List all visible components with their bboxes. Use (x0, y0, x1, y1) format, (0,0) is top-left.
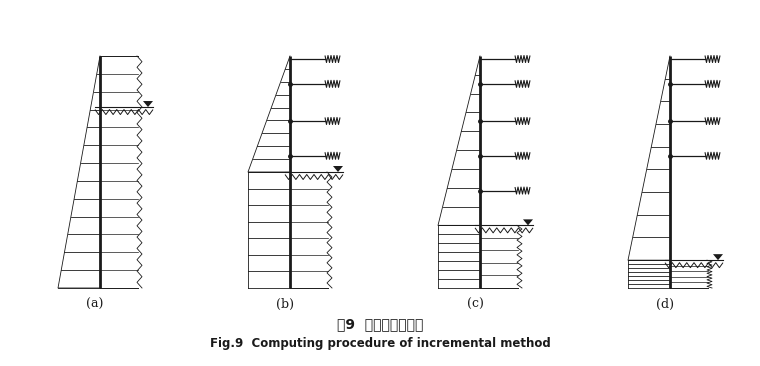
Polygon shape (143, 101, 153, 107)
Text: (b): (b) (276, 298, 294, 310)
Text: (a): (a) (87, 298, 103, 310)
Text: (c): (c) (467, 298, 483, 310)
Text: 图9  增量法计算过程: 图9 增量法计算过程 (337, 317, 423, 331)
Text: (d): (d) (656, 298, 674, 310)
Polygon shape (713, 254, 723, 260)
Polygon shape (523, 219, 533, 225)
Text: Fig.9  Computing procedure of incremental method: Fig.9 Computing procedure of incremental… (210, 337, 550, 351)
Polygon shape (333, 166, 343, 172)
